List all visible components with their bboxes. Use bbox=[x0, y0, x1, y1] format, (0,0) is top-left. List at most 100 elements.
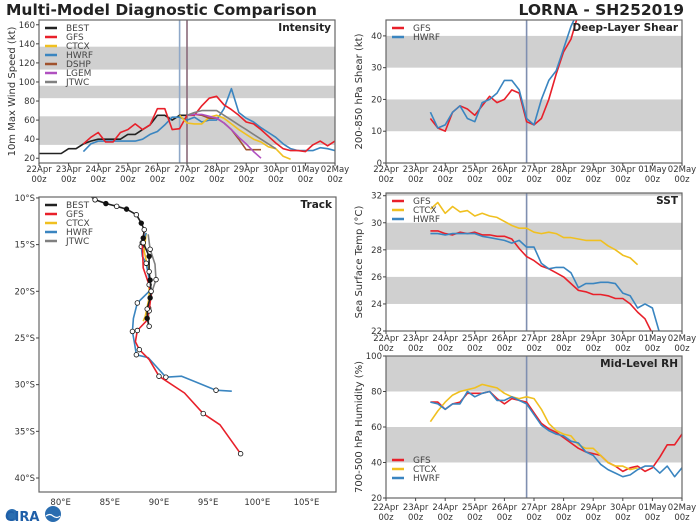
sst-panel: 22242628303222Apr00z23Apr00z24Apr00z25Ap… bbox=[354, 192, 696, 354]
plot-background bbox=[39, 197, 336, 492]
track-position-marker bbox=[140, 240, 146, 246]
x-tick-hour-label: 00z bbox=[467, 175, 483, 185]
series-line-hwrf bbox=[430, 232, 660, 331]
track-position-marker bbox=[136, 346, 143, 353]
x-tick-hour-label: 00z bbox=[645, 175, 661, 185]
legend-label-jtwc: JTWC bbox=[65, 78, 89, 88]
y-tick-label: 40 bbox=[371, 32, 382, 42]
x-tick-hour-label: 00z bbox=[615, 513, 631, 523]
x-tick-hour-label: 00z bbox=[327, 175, 343, 185]
y-tick-label: 35°S bbox=[15, 427, 35, 437]
y-axis-label: Sea Surface Temp (°C) bbox=[354, 206, 365, 319]
series-line-lgem bbox=[186, 113, 262, 159]
y-tick-label: 28 bbox=[371, 246, 382, 256]
x-tick-hour-label: 00z bbox=[645, 513, 661, 523]
cira-logo: CIRA bbox=[5, 506, 61, 525]
x-tick-date-label: 27Apr bbox=[521, 503, 547, 513]
rh-plot-area bbox=[386, 356, 682, 498]
x-tick-label: 105°E bbox=[294, 498, 320, 508]
track-position-marker bbox=[113, 203, 120, 210]
x-tick-hour-label: 00z bbox=[239, 175, 255, 185]
x-tick-date-label: 01May bbox=[638, 503, 666, 513]
x-tick-date-label: 23Apr bbox=[403, 503, 429, 513]
x-tick-hour-label: 00z bbox=[120, 175, 136, 185]
track-position-marker bbox=[200, 410, 206, 417]
y-tick-label: 160 bbox=[19, 21, 35, 31]
shaded-band bbox=[386, 193, 682, 196]
x-tick-hour-label: 00z bbox=[615, 344, 631, 354]
x-tick-label: 90°E bbox=[149, 498, 169, 508]
x-tick-hour-label: 00z bbox=[91, 175, 107, 185]
x-tick-date-label: 23Apr bbox=[403, 334, 429, 344]
figure-title: Multi-Model Diagnostic Comparison bbox=[6, 1, 317, 19]
x-tick-date-label: 25Apr bbox=[115, 165, 141, 175]
y-tick-label: 20 bbox=[24, 154, 35, 164]
x-tick-hour-label: 00z bbox=[438, 175, 454, 185]
x-tick-hour-label: 00z bbox=[645, 344, 661, 354]
y-tick-label: 15°S bbox=[15, 241, 35, 251]
x-tick-date-label: 02May bbox=[668, 503, 696, 513]
x-tick-hour-label: 00z bbox=[378, 344, 394, 354]
x-tick-label: 95°E bbox=[198, 498, 218, 508]
track-position-marker bbox=[144, 315, 150, 322]
x-tick-hour-label: 00z bbox=[408, 344, 424, 354]
x-tick-date-label: 30Apr bbox=[610, 165, 636, 175]
x-tick-hour-label: 00z bbox=[526, 344, 542, 354]
track-position-marker bbox=[133, 352, 140, 358]
x-tick-hour-label: 00z bbox=[31, 175, 47, 185]
x-tick-label: 100°E bbox=[244, 498, 270, 508]
panel-title: Track bbox=[301, 199, 333, 211]
x-tick-date-label: 26Apr bbox=[492, 334, 518, 344]
panel-title: Intensity bbox=[278, 22, 331, 34]
x-tick-hour-label: 00z bbox=[556, 175, 572, 185]
sst-plot-area bbox=[386, 193, 682, 331]
series-line-gfs bbox=[82, 95, 335, 153]
legend-label-best: BEST bbox=[66, 201, 90, 211]
x-tick-hour-label: 00z bbox=[150, 175, 166, 185]
track-position-marker bbox=[129, 328, 136, 335]
x-tick-date-label: 23Apr bbox=[56, 165, 82, 175]
x-tick-date-label: 02May bbox=[668, 334, 696, 344]
x-tick-hour-label: 00z bbox=[378, 513, 394, 523]
series-line-jtwc bbox=[186, 109, 277, 150]
series-line-ctcx bbox=[429, 201, 639, 266]
track-plot-area bbox=[90, 197, 244, 457]
y-tick-label: 20 bbox=[371, 494, 382, 504]
y-tick-label: 30 bbox=[371, 219, 382, 229]
x-tick-date-label: 25Apr bbox=[462, 165, 488, 175]
x-tick-date-label: 01May bbox=[291, 165, 319, 175]
x-tick-hour-label: 00z bbox=[467, 344, 483, 354]
y-tick-label: 140 bbox=[19, 40, 35, 50]
track-position-marker bbox=[147, 246, 153, 252]
legend-label-ctcx: CTCX bbox=[66, 219, 90, 229]
x-tick-hour-label: 00z bbox=[438, 344, 454, 354]
x-tick-date-label: 24Apr bbox=[432, 334, 458, 344]
track-position-marker bbox=[156, 373, 162, 379]
plot-frame bbox=[38, 196, 337, 493]
track-position-marker bbox=[147, 295, 153, 301]
y-axis-label: 10m Max Wind Speed (kt) bbox=[7, 26, 18, 156]
track-position-marker bbox=[133, 212, 140, 218]
panel-title: Mid-Level RH bbox=[600, 358, 678, 370]
x-tick-date-label: 24Apr bbox=[85, 165, 111, 175]
legend-label-gfs: GFS bbox=[413, 456, 431, 466]
panel-title: SST bbox=[656, 195, 679, 207]
x-tick-date-label: 30Apr bbox=[610, 334, 636, 344]
x-tick-hour-label: 00z bbox=[586, 513, 602, 523]
legend-label-hwrf: HWRF bbox=[413, 474, 440, 484]
x-tick-date-label: 23Apr bbox=[403, 165, 429, 175]
series-line-gfs bbox=[134, 231, 242, 455]
track-position-marker bbox=[163, 374, 169, 380]
track-position-marker bbox=[148, 288, 154, 294]
storm-title: LORNA - SH252019 bbox=[519, 1, 684, 19]
x-tick-hour-label: 00z bbox=[408, 175, 424, 185]
track-position-marker bbox=[140, 235, 146, 241]
legend-label-gfs: GFS bbox=[413, 197, 431, 207]
x-tick-date-label: 22Apr bbox=[373, 503, 399, 513]
shaded-band bbox=[386, 99, 682, 132]
x-tick-date-label: 27Apr bbox=[174, 165, 200, 175]
series-line-hwrf bbox=[429, 20, 575, 129]
